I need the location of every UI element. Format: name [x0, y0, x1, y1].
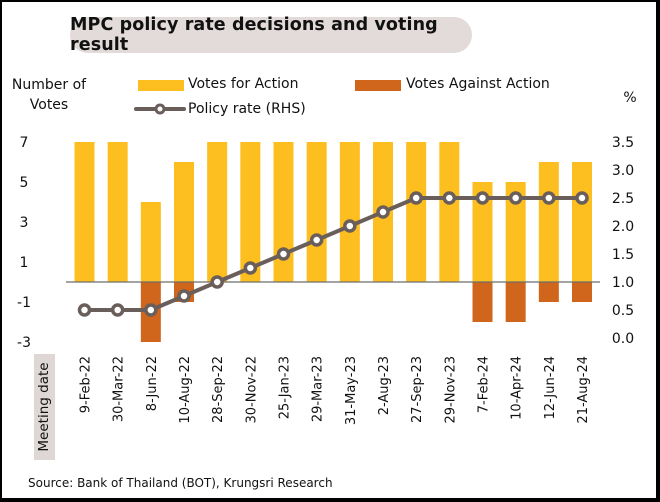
legend-swatch-votes-for — [138, 80, 184, 91]
policy-rate-marker — [243, 261, 258, 275]
left-axis-tick-label: 7 — [20, 135, 29, 151]
left-axis-ticks: 7 5 3 1 -1 -3 — [17, 135, 31, 351]
left-axis-tick-label: -3 — [17, 335, 31, 351]
left-axis-tick-label: -1 — [17, 295, 31, 311]
right-axis-title: % — [623, 90, 637, 106]
policy-rate-line — [84, 196, 582, 312]
x-axis-title-box: Meeting date — [34, 354, 55, 460]
bar-votes-for — [140, 202, 161, 282]
left-axis-title-line2: Votes — [29, 97, 69, 113]
bar-votes-for — [74, 142, 95, 282]
bar-votes-against — [538, 282, 559, 302]
x-axis-tick-label: 9-Feb-22 — [79, 356, 94, 413]
left-axis-tick-label: 1 — [20, 255, 29, 271]
x-axis-tick-label: 8-Jun-22 — [145, 356, 160, 411]
x-axis-tick-label: 28-Sep-22 — [211, 356, 226, 423]
x-axis-tick-label: 27-Sep-23 — [410, 356, 425, 423]
bar-votes-for — [174, 162, 194, 282]
right-axis-tick-label: 0.0 — [612, 331, 634, 347]
bar-votes-for — [538, 162, 559, 282]
right-axis-tick-label: 3.5 — [612, 135, 634, 151]
left-axis-title-line1: Number of — [11, 77, 87, 93]
x-axis-tick-label: 21-Aug-24 — [576, 356, 591, 424]
legend-label-policy-rate: Policy rate (RHS) — [188, 101, 306, 117]
right-axis-ticks: 3.5 3.0 2.5 2.0 1.5 1.0 0.5 0.0 — [612, 135, 634, 347]
x-axis-tick-label: 30-Mar-22 — [112, 356, 127, 422]
legend-swatch-votes-against — [355, 80, 401, 91]
x-axis-labels: 9-Feb-22 30-Mar-22 8-Jun-22 10-Aug-22 28-Sep… — [79, 356, 592, 425]
legend-marker — [154, 103, 166, 115]
x-axis-tick-label: 12-Jun-24 — [543, 356, 558, 420]
bar-votes-for — [339, 142, 360, 282]
bar-votes-for — [306, 142, 327, 282]
bars-votes-for — [74, 142, 592, 282]
bar-votes-for — [505, 182, 526, 282]
bar-votes-for — [472, 182, 493, 282]
right-axis-tick-label: 1.0 — [612, 275, 634, 291]
legend-label-votes-against: Votes Against Action — [406, 76, 550, 92]
source-note: Source: Bank of Thailand (BOT), Krungsri… — [28, 476, 333, 490]
bar-votes-against — [472, 282, 493, 322]
policy-rate-marker — [210, 275, 224, 289]
x-axis-tick-label: 25-Jan-23 — [278, 356, 293, 419]
x-axis-tick-label: 30-Nov-22 — [244, 356, 259, 424]
bar-votes-for — [572, 162, 592, 282]
policy-rate-marker — [276, 247, 291, 261]
right-axis-tick-label: 2.0 — [612, 219, 634, 235]
policy-rate-marker — [177, 289, 191, 303]
chart-plot: 7 5 3 1 -1 -3 3.5 3.0 2.5 2.0 1.5 1.0 0.5 0.0 9-Feb-… — [17, 135, 634, 425]
left-axis-tick-label: 3 — [20, 215, 29, 231]
legend-swatch-policy-rate — [134, 103, 186, 115]
x-axis-tick-label: 7-Feb-24 — [477, 356, 492, 413]
bar-votes-against — [572, 282, 592, 302]
x-axis-title: Meeting date — [36, 362, 52, 452]
bar-votes-against — [505, 282, 526, 322]
x-axis-tick-label: 31-May-23 — [344, 356, 359, 425]
bars-votes-against — [140, 282, 592, 342]
x-axis-tick-label: 10-Apr-24 — [510, 356, 525, 420]
policy-rate-marker — [309, 233, 324, 247]
policy-rate-marker — [442, 191, 457, 205]
policy-rate-marker — [575, 191, 589, 205]
bar-votes-for — [273, 142, 294, 282]
policy-rate-marker — [77, 303, 92, 317]
x-axis-tick-label: 29-Mar-23 — [311, 356, 326, 422]
right-axis-tick-label: 2.5 — [612, 191, 634, 207]
policy-rate-marker — [343, 219, 357, 233]
policy-rate-marker — [409, 191, 423, 205]
chart-frame: MPC policy rate decisions and voting res… — [2, 2, 656, 498]
left-axis-title: Number of Votes — [4, 75, 94, 115]
policy-rate-marker — [475, 191, 490, 205]
bar-votes-for — [107, 142, 128, 282]
legend-label-votes-for: Votes for Action — [188, 76, 299, 92]
bar-votes-for — [439, 142, 460, 282]
bar-votes-for — [207, 142, 228, 282]
chart-title-banner: MPC policy rate decisions and voting res… — [70, 15, 472, 55]
policy-rate-marker — [376, 205, 390, 219]
left-axis-tick-label: 5 — [20, 175, 29, 191]
right-axis-tick-label: 1.5 — [612, 247, 634, 263]
policy-rate-marker — [144, 303, 158, 317]
policy-rate-series — [77, 191, 589, 317]
policy-rate-marker — [110, 303, 125, 317]
policy-rate-marker — [542, 191, 556, 205]
bar-votes-for — [240, 142, 261, 282]
x-axis-tick-label: 10-Aug-22 — [178, 356, 193, 424]
chart-title: MPC policy rate decisions and voting res… — [70, 15, 438, 55]
x-axis-tick-label: 29-Nov-23 — [443, 356, 458, 424]
x-axis-tick-label: 2-Aug-23 — [377, 356, 392, 415]
right-axis-tick-label: 0.5 — [612, 303, 634, 319]
policy-rate-marker — [508, 191, 523, 205]
right-axis-tick-label: 3.0 — [612, 163, 634, 179]
bar-votes-for — [406, 142, 427, 282]
